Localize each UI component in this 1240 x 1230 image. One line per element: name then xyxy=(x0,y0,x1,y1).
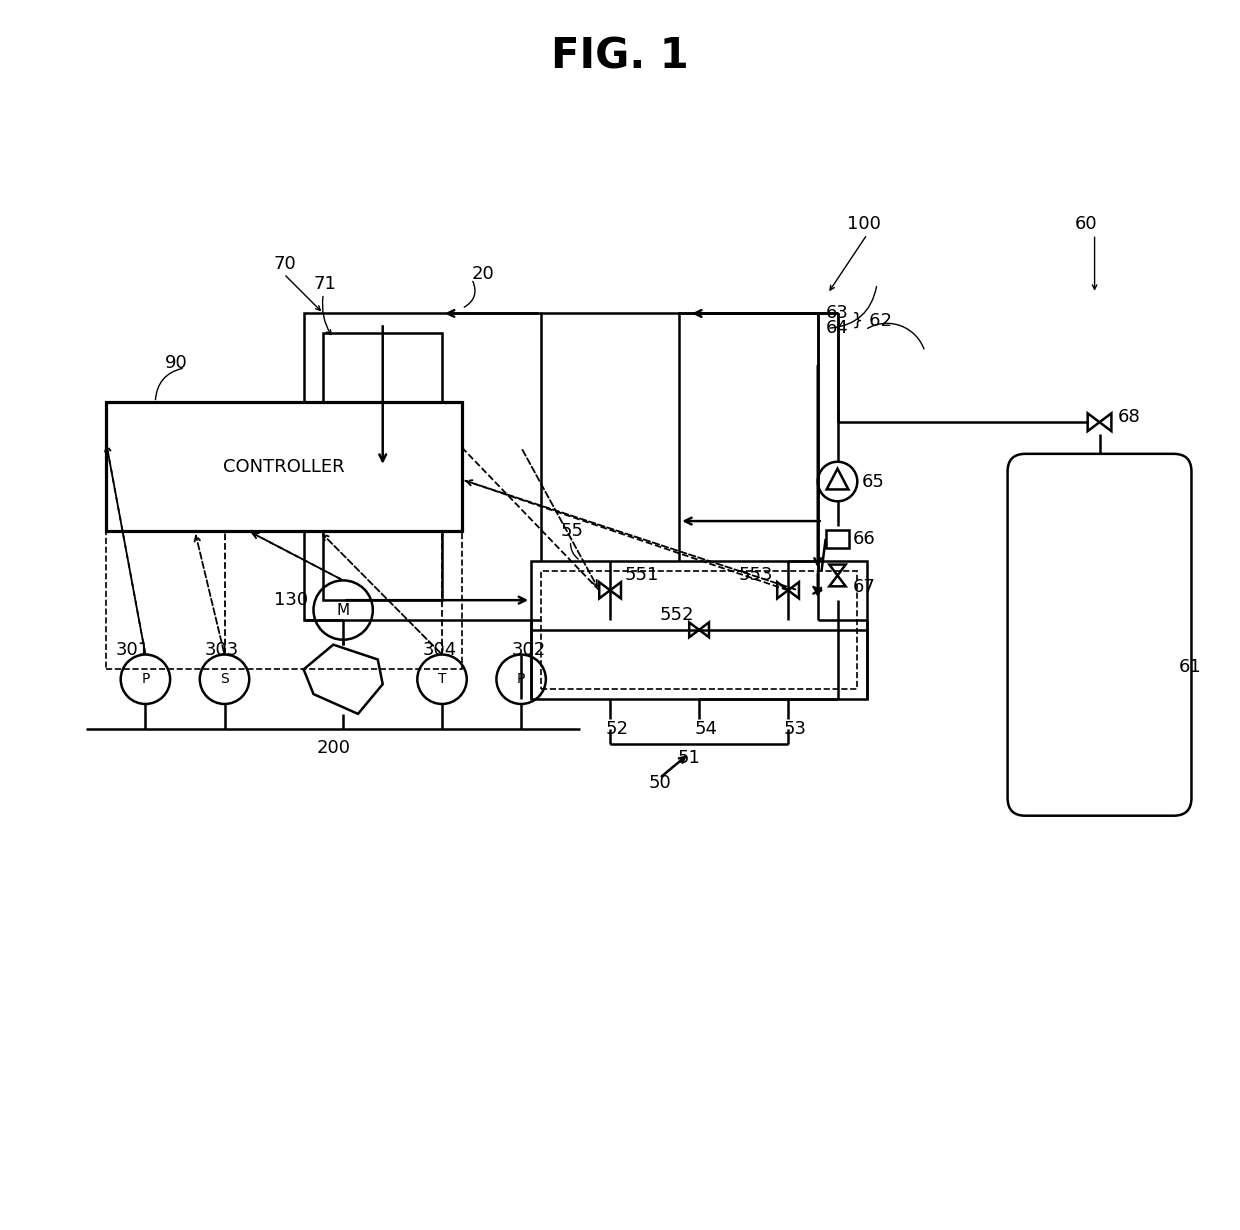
Text: P: P xyxy=(141,673,150,686)
Text: 304: 304 xyxy=(423,641,456,658)
Text: S: S xyxy=(221,673,229,686)
Bar xyxy=(105,531,461,669)
Text: 200: 200 xyxy=(316,739,350,758)
Text: 20: 20 xyxy=(471,264,495,283)
Text: 66: 66 xyxy=(852,530,875,547)
Text: 67: 67 xyxy=(852,578,875,597)
Bar xyxy=(826,530,849,547)
Text: 55: 55 xyxy=(560,522,584,540)
Text: CONTROLLER: CONTROLLER xyxy=(223,458,345,476)
Text: M: M xyxy=(336,603,350,617)
Text: FIG. 1: FIG. 1 xyxy=(551,36,689,77)
Text: 302: 302 xyxy=(511,641,546,658)
Text: 301: 301 xyxy=(115,641,150,658)
Text: 130: 130 xyxy=(274,592,308,609)
Bar xyxy=(531,561,867,699)
Text: } 62: } 62 xyxy=(852,311,893,330)
Text: 303: 303 xyxy=(205,641,239,658)
Bar xyxy=(304,314,541,620)
Bar xyxy=(105,402,461,531)
Text: 71: 71 xyxy=(314,274,336,293)
Text: 60: 60 xyxy=(1075,215,1097,234)
Text: 54: 54 xyxy=(694,720,717,738)
Text: 552: 552 xyxy=(660,606,694,624)
Text: 68: 68 xyxy=(1117,408,1140,427)
Text: 52: 52 xyxy=(605,720,629,738)
Text: 70: 70 xyxy=(274,255,296,273)
Bar xyxy=(324,333,441,600)
Text: T: T xyxy=(438,673,446,686)
Text: 65: 65 xyxy=(862,472,885,491)
Text: 64: 64 xyxy=(826,320,848,337)
Text: 553: 553 xyxy=(739,567,774,584)
Text: P: P xyxy=(517,673,526,686)
Text: 100: 100 xyxy=(847,215,882,234)
Text: 50: 50 xyxy=(649,774,671,792)
Text: 53: 53 xyxy=(784,720,806,738)
FancyBboxPatch shape xyxy=(1008,454,1192,815)
Text: 551: 551 xyxy=(625,567,660,584)
Bar xyxy=(541,571,857,689)
Text: 61: 61 xyxy=(1179,658,1202,677)
Text: 63: 63 xyxy=(826,305,848,322)
Text: 90: 90 xyxy=(165,354,188,371)
Text: 51: 51 xyxy=(678,749,701,768)
Bar xyxy=(680,314,817,620)
